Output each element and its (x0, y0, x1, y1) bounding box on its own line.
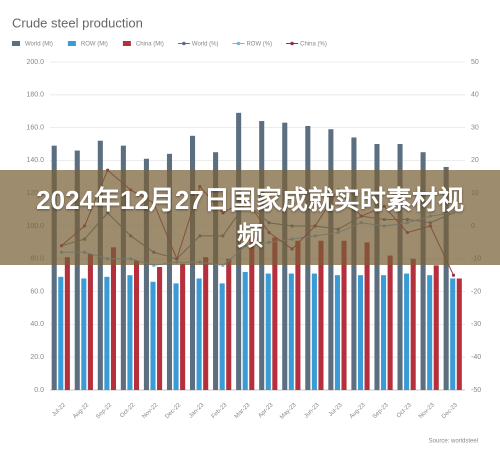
bar (157, 267, 163, 390)
bar (173, 283, 179, 390)
headline-banner: 2024年12月27日国家成就实时素材视频 (0, 170, 500, 265)
bar (51, 145, 57, 390)
bar (249, 234, 255, 390)
y-tick-label: 160.0 (26, 124, 44, 131)
bar (265, 273, 271, 390)
bar (213, 152, 219, 390)
bar (456, 278, 462, 390)
bar (311, 273, 317, 390)
bar (341, 240, 347, 390)
bar (58, 276, 64, 390)
x-tick-label: Apr-23 (258, 402, 275, 419)
y2-tick-label: 30 (471, 124, 479, 131)
x-tick-label: Sep-22 (95, 402, 113, 420)
y-tick-label: 40.0 (30, 321, 44, 328)
bar (387, 255, 393, 390)
bar (420, 152, 426, 390)
legend-label: China (Mt) (136, 42, 164, 48)
x-tick-label: Nov-23 (418, 402, 436, 420)
source: Source: worldsteel (429, 439, 478, 445)
bar (143, 158, 149, 390)
bar (81, 278, 87, 390)
legend-label: World (%) (192, 42, 219, 48)
bar (120, 145, 126, 390)
x-tick-label: Feb-23 (211, 402, 229, 420)
bar (150, 281, 156, 390)
bar (334, 275, 340, 390)
y-tick-label: 140.0 (26, 157, 44, 164)
y2-tick-label: -50 (471, 387, 481, 394)
bar (288, 273, 294, 390)
legend-swatch (12, 41, 20, 46)
y-tick-label: 60.0 (30, 288, 44, 295)
x-tick-label: Mar-23 (234, 402, 252, 420)
bar (364, 242, 370, 390)
x-tick-label: Jul-23 (328, 402, 344, 418)
bar (166, 153, 173, 390)
x-tick-label: Oct-23 (396, 402, 413, 419)
bar (357, 275, 364, 390)
legend-label: ROW (Mt) (81, 42, 108, 48)
bar (397, 144, 403, 390)
legend-label: ROW (%) (246, 42, 272, 48)
bar (374, 144, 380, 390)
x-tick-label: Aug-22 (72, 402, 90, 420)
bar (381, 275, 387, 390)
y-tick-label: 200.0 (26, 59, 44, 66)
bar (180, 263, 186, 390)
bar (226, 258, 232, 390)
legend-swatch (122, 41, 131, 46)
bar (203, 257, 209, 390)
bar (97, 140, 103, 390)
legend-label: World (Mt) (25, 42, 53, 48)
bar (196, 278, 202, 390)
bar (127, 275, 133, 390)
bar (133, 260, 140, 390)
bar (318, 240, 324, 390)
bar (219, 283, 225, 390)
x-tick-label: Sep-23 (372, 402, 390, 420)
x-tick-label: Dec-23 (441, 402, 459, 420)
bar (410, 258, 416, 390)
bar (64, 257, 70, 390)
bar (433, 265, 439, 390)
legend-dot (290, 41, 294, 46)
bar (404, 273, 410, 390)
bar (242, 271, 248, 390)
bar (74, 150, 80, 390)
y-tick-label: 0.0 (34, 387, 44, 394)
x-tick-label: Jun-23 (303, 402, 321, 420)
y2-tick-label: -30 (471, 321, 481, 328)
y2-tick-label: 40 (471, 92, 479, 99)
x-tick-label: Jul-22 (51, 402, 67, 418)
x-tick-label: Oct-22 (119, 402, 136, 419)
x-tick-label: May-23 (279, 402, 298, 421)
y2-tick-label: 50 (471, 59, 479, 66)
bar (295, 240, 301, 390)
bar (104, 276, 110, 390)
x-tick-label: Dec-22 (164, 402, 182, 420)
bar (272, 237, 278, 390)
bar (110, 247, 116, 390)
y2-tick-label: -40 (471, 354, 481, 361)
legend-swatch (67, 41, 76, 46)
bar (427, 275, 433, 390)
y-tick-label: 20.0 (30, 354, 44, 361)
legend-dot (182, 41, 186, 46)
line-point (451, 273, 456, 277)
x-tick-label: Aug-23 (349, 402, 367, 420)
legend-label: China (%) (300, 42, 327, 48)
bar (87, 253, 93, 390)
x-tick-label: Nov-22 (141, 402, 159, 420)
bar (443, 166, 449, 390)
headline: 2024年12月27日国家成就实时素材视频 (36, 184, 464, 251)
y2-tick-label: 20 (471, 157, 479, 164)
y-tick-label: 180.0 (26, 92, 44, 99)
chart-title: Crude steel production (12, 15, 143, 30)
y2-tick-label: -20 (471, 288, 481, 295)
bar (450, 278, 456, 390)
legend-dot (236, 41, 241, 46)
x-tick-label: Jan-23 (188, 402, 206, 420)
